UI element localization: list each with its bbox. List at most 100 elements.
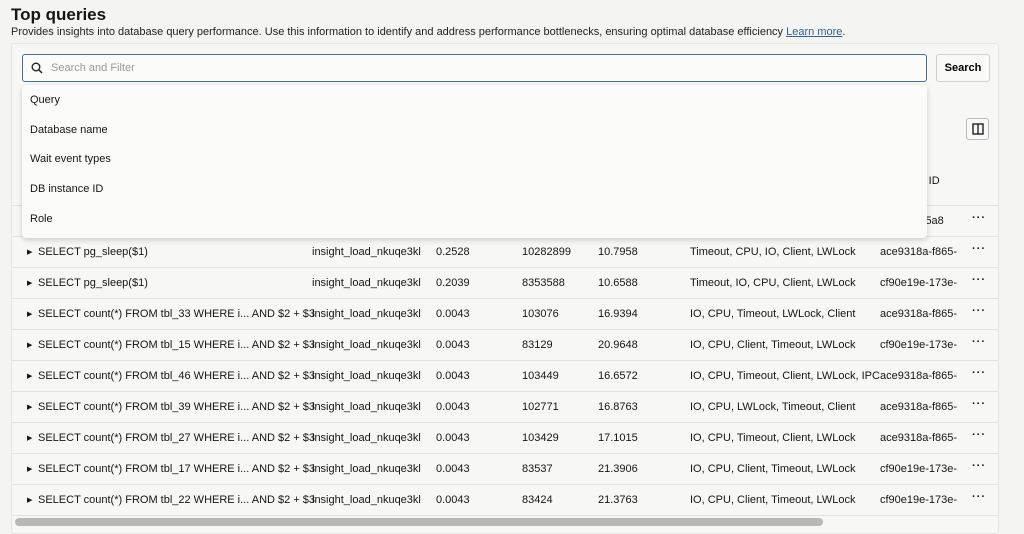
db-instance-id-cell: ace9318a-f865- xyxy=(880,246,958,258)
database-name-cell: insight_load_nkuqe3kl xyxy=(312,432,421,444)
db-instance-id-cell: ace9318a-f865- xyxy=(880,401,958,413)
more-actions-icon[interactable]: ··· xyxy=(972,398,986,410)
filter-option-database-name[interactable]: Database name xyxy=(30,123,108,136)
more-actions-icon[interactable]: ··· xyxy=(972,274,986,286)
query-cell: SELECT count(*) FROM tbl_39 WHERE i... A… xyxy=(38,401,316,413)
cell-metric-3: 10.7958 xyxy=(598,246,638,258)
learn-more-link[interactable]: Learn more xyxy=(786,26,843,38)
database-name-cell: insight_load_nkuqe3kl xyxy=(312,401,421,413)
search-field[interactable] xyxy=(22,54,927,82)
wait-events-cell: IO, CPU, Client, Timeout, LWLock xyxy=(690,339,856,351)
cell-metric-2: 103076 xyxy=(522,308,559,320)
wait-events-cell: IO, CPU, Timeout, Client, LWLock, IPC xyxy=(690,370,880,382)
cell-metric-1: 0.0043 xyxy=(436,370,470,382)
more-actions-icon[interactable]: ··· xyxy=(972,305,986,317)
caret-right-icon[interactable]: ▶ xyxy=(27,466,33,473)
more-actions-icon[interactable]: ··· xyxy=(972,367,986,379)
caret-right-icon[interactable]: ▶ xyxy=(27,497,33,504)
database-name-cell: insight_load_nkuqe3kl xyxy=(312,308,421,320)
query-cell: SELECT count(*) FROM tbl_17 WHERE i... A… xyxy=(38,463,316,475)
db-instance-id-cell: ace9318a-f865- xyxy=(880,432,958,444)
cell-metric-1: 0.0043 xyxy=(436,308,470,320)
cell-metric-1: 0.0043 xyxy=(436,463,470,475)
cell-metric-3: 10.6588 xyxy=(598,277,638,289)
more-actions-icon[interactable]: ··· xyxy=(972,460,986,472)
wait-events-cell: IO, CPU, Timeout, Client, LWLock xyxy=(690,432,856,444)
table-row[interactable]: ▶ SELECT pg_sleep($1) insight_load_nkuqe3k… xyxy=(12,268,998,299)
query-cell: SELECT count(*) FROM tbl_22 WHERE i... A… xyxy=(38,494,316,506)
more-actions-icon[interactable]: ··· xyxy=(972,243,986,255)
cell-metric-2: 83424 xyxy=(522,494,553,506)
cell-metric-2: 83129 xyxy=(522,339,553,351)
table-row[interactable]: ▶ SELECT count(*) FROM tbl_15 WHERE i... … xyxy=(12,330,998,361)
horizontal-scrollbar[interactable] xyxy=(15,518,823,526)
database-name-cell: insight_load_nkuqe3kl xyxy=(312,370,421,382)
cell-metric-3: 20.9648 xyxy=(598,339,638,351)
search-button[interactable]: Search xyxy=(936,54,990,82)
caret-right-icon[interactable]: ▶ xyxy=(27,404,33,411)
db-instance-id-cell: cf90e19e-173e- xyxy=(880,339,958,351)
wait-events-cell: Timeout, CPU, IO, Client, LWLock xyxy=(690,246,856,258)
table-row[interactable]: ▶ SELECT pg_sleep($1) insight_load_nkuqe3k… xyxy=(12,237,998,268)
cell-metric-2: 10282899 xyxy=(522,246,571,258)
caret-right-icon[interactable]: ▶ xyxy=(27,249,33,256)
database-name-cell: insight_load_nkuqe3kl xyxy=(312,339,421,351)
query-cell: SELECT count(*) FROM tbl_33 WHERE i... A… xyxy=(38,308,316,320)
more-actions-icon[interactable]: ··· xyxy=(972,429,986,441)
more-actions-icon[interactable]: ··· xyxy=(972,491,986,503)
table-row[interactable]: ▶ SELECT count(*) FROM tbl_46 WHERE i... … xyxy=(12,361,998,392)
caret-right-icon[interactable]: ▶ xyxy=(27,311,33,318)
cell-metric-1: 0.2528 xyxy=(436,246,470,258)
query-cell: SELECT pg_sleep($1) xyxy=(38,277,148,289)
wait-events-cell: IO, CPU, Timeout, LWLock, Client xyxy=(690,308,856,320)
caret-right-icon[interactable]: ▶ xyxy=(27,373,33,380)
filter-dropdown: Query Database name Wait event types DB … xyxy=(22,85,927,238)
filter-option-query[interactable]: Query xyxy=(30,93,60,106)
table-row[interactable]: ▶ SELECT count(*) FROM tbl_17 WHERE i... … xyxy=(12,454,998,485)
table-row[interactable]: ▶ SELECT count(*) FROM tbl_22 WHERE i... … xyxy=(12,485,998,516)
table-row[interactable]: ▶ SELECT count(*) FROM tbl_33 WHERE i... … xyxy=(12,299,998,330)
caret-right-icon[interactable]: ▶ xyxy=(27,435,33,442)
search-icon xyxy=(31,62,43,74)
db-instance-id-cell: cf90e19e-173e- xyxy=(880,277,958,289)
table-row[interactable]: ▶ SELECT count(*) FROM tbl_39 WHERE i... … xyxy=(12,392,998,423)
db-instance-id-cell: ace9318a-f865- xyxy=(880,308,958,320)
filter-option-db-instance-id[interactable]: DB instance ID xyxy=(30,182,104,195)
database-name-cell: insight_load_nkuqe3kl xyxy=(312,277,421,289)
page-description: Provides insights into database query pe… xyxy=(11,26,846,38)
cell-metric-3: 16.9394 xyxy=(598,308,638,320)
page-title: Top queries xyxy=(11,5,107,24)
wait-events-cell: IO, CPU, LWLock, Timeout, Client xyxy=(690,401,856,413)
columns-icon xyxy=(971,123,984,135)
cell-metric-1: 0.0043 xyxy=(436,401,470,413)
cell-metric-2: 83537 xyxy=(522,463,553,475)
filter-option-wait-event-types[interactable]: Wait event types xyxy=(30,153,111,166)
table-row[interactable]: ▶ SELECT count(*) FROM tbl_27 WHERE i... … xyxy=(12,423,998,454)
cell-metric-1: 0.0043 xyxy=(436,494,470,506)
database-name-cell: insight_load_nkuqe3kl xyxy=(312,463,421,475)
query-cell: SELECT pg_sleep($1) xyxy=(38,246,148,258)
cell-metric-2: 103429 xyxy=(522,432,559,444)
db-instance-id-cell: cf90e19e-173e- xyxy=(880,494,958,506)
manage-columns-button[interactable] xyxy=(966,118,989,140)
db-instance-id-cell: cf90e19e-173e- xyxy=(880,463,958,475)
cell-metric-2: 8353588 xyxy=(522,277,565,289)
query-cell: SELECT count(*) FROM tbl_27 WHERE i... A… xyxy=(38,432,316,444)
filter-option-role[interactable]: Role xyxy=(30,212,53,225)
database-name-cell: insight_load_nkuqe3kl xyxy=(312,246,421,258)
more-actions-icon[interactable]: ··· xyxy=(972,212,986,224)
search-input[interactable] xyxy=(51,62,901,74)
cell-metric-3: 21.3763 xyxy=(598,494,638,506)
more-actions-icon[interactable]: ··· xyxy=(972,336,986,348)
db-instance-id-cell: ace9318a-f865- xyxy=(880,370,958,382)
wait-events-cell: Timeout, IO, CPU, Client, LWLock xyxy=(690,277,856,289)
cell-metric-1: 0.0043 xyxy=(436,339,470,351)
query-cell: SELECT count(*) FROM tbl_46 WHERE i... A… xyxy=(38,370,316,382)
cell-metric-3: 17.1015 xyxy=(598,432,638,444)
cell-metric-3: 16.6572 xyxy=(598,370,638,382)
caret-right-icon[interactable]: ▶ xyxy=(27,280,33,287)
cell-metric-3: 21.3906 xyxy=(598,463,638,475)
caret-right-icon[interactable]: ▶ xyxy=(27,342,33,349)
wait-events-cell: IO, CPU, Client, Timeout, LWLock xyxy=(690,494,856,506)
cell-metric-2: 103449 xyxy=(522,370,559,382)
